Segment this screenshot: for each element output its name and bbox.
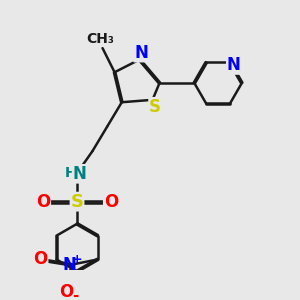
- Text: S: S: [149, 98, 161, 116]
- Text: O: O: [36, 193, 50, 211]
- Text: +: +: [72, 253, 82, 266]
- Text: N: N: [134, 44, 148, 62]
- Text: O: O: [33, 250, 48, 268]
- Text: O: O: [59, 283, 74, 300]
- Text: N: N: [63, 256, 76, 274]
- Text: N: N: [73, 165, 86, 183]
- Text: H: H: [64, 166, 76, 180]
- Text: S: S: [70, 193, 83, 211]
- Text: CH₃: CH₃: [86, 32, 114, 46]
- Text: N: N: [227, 56, 241, 74]
- Text: -: -: [72, 288, 78, 300]
- Text: O: O: [104, 193, 118, 211]
